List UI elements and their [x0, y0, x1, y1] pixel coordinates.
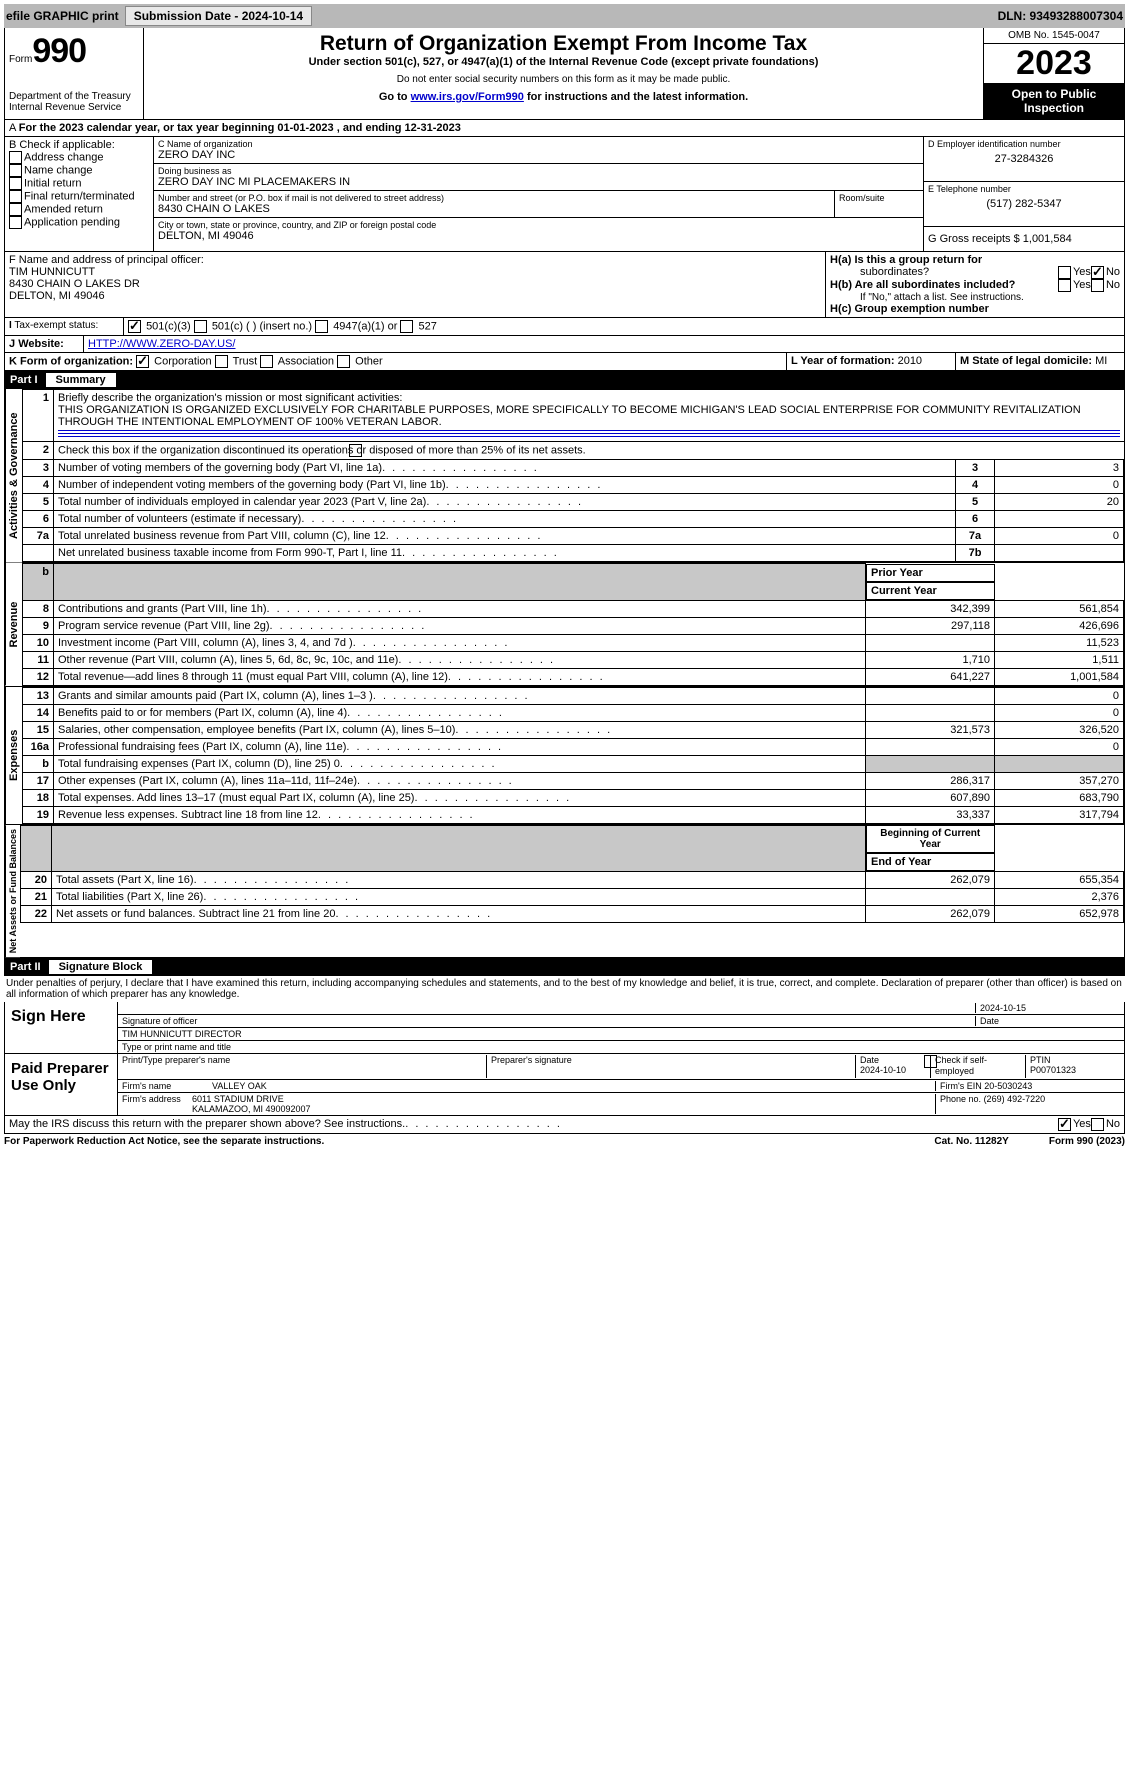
dept-label: Department of the Treasury Internal Reve… [9, 91, 139, 113]
part1-header: Part ISummary [4, 371, 1125, 389]
side-revenue: Revenue [5, 563, 22, 686]
discuss-yes[interactable] [1058, 1118, 1071, 1131]
website-link[interactable]: HTTP://WWW.ZERO-DAY.US/ [88, 338, 235, 350]
submission-date-button[interactable]: Submission Date - 2024-10-14 [125, 6, 312, 26]
part2-header: Part IISignature Block [4, 958, 1125, 976]
check-initial[interactable] [9, 177, 22, 190]
top-bar: efile GRAPHIC print Submission Date - 20… [4, 4, 1125, 28]
check-self-employed[interactable] [924, 1055, 937, 1068]
side-net: Net Assets or Fund Balances [5, 825, 20, 957]
org-name: ZERO DAY INC [158, 149, 919, 161]
check-501c3[interactable] [128, 320, 141, 333]
room-label: Room/suite [839, 193, 919, 203]
check-corp[interactable] [136, 355, 149, 368]
check-address[interactable] [9, 151, 22, 164]
omb-number: OMB No. 1545-0047 [984, 28, 1124, 44]
gross-label: G Gross receipts $ [928, 233, 1020, 245]
form-subtitle: Under section 501(c), 527, or 4947(a)(1)… [148, 56, 979, 68]
page-footer: For Paperwork Reduction Act Notice, see … [4, 1134, 1125, 1149]
ssn-warning: Do not enter social security numbers on … [148, 74, 979, 85]
mission-text: THIS ORGANIZATION IS ORGANIZED EXCLUSIVE… [58, 404, 1081, 428]
section-bcd: B Check if applicable: Address change Na… [4, 137, 1125, 252]
section-klm: K Form of organization: Corporation Trus… [4, 353, 1125, 371]
form-number: 990 [32, 32, 86, 70]
officer-name: TIM HUNNICUTT [9, 266, 821, 278]
check-501c[interactable] [194, 320, 207, 333]
check-amended[interactable] [9, 203, 22, 216]
tel-label: E Telephone number [928, 184, 1120, 194]
check-4947[interactable] [315, 320, 328, 333]
gross-value: 1,001,584 [1023, 233, 1072, 245]
check-discontinued[interactable] [349, 444, 362, 457]
check-b-title: B Check if applicable: [9, 139, 149, 151]
side-expenses: Expenses [5, 687, 22, 824]
instructions-line: Go to www.irs.gov/Form990 for instructio… [148, 91, 979, 103]
form-label: Form [9, 54, 32, 65]
signature-block: Sign Here 2024-10-15 Signature of office… [4, 1002, 1125, 1134]
city-label: City or town, state or province, country… [158, 220, 919, 230]
hb-yes[interactable] [1058, 279, 1071, 292]
street-label: Number and street (or P.O. box if mail i… [158, 193, 830, 203]
officer-label: F Name and address of principal officer: [9, 254, 821, 266]
check-trust[interactable] [215, 355, 228, 368]
dba-value: ZERO DAY INC MI PLACEMAKERS IN [158, 176, 919, 188]
efile-label: efile GRAPHIC print [6, 9, 119, 23]
officer-addr2: DELTON, MI 49046 [9, 290, 821, 302]
discuss-text: May the IRS discuss this return with the… [9, 1118, 1058, 1131]
perjury-text: Under penalties of perjury, I declare th… [4, 976, 1125, 1002]
check-pending[interactable] [9, 216, 22, 229]
street-value: 8430 CHAIN O LAKES [158, 203, 830, 215]
dln-label: DLN: 93493288007304 [998, 9, 1123, 23]
discuss-no[interactable] [1091, 1118, 1104, 1131]
form-header: Form990 Department of the Treasury Inter… [4, 28, 1125, 120]
section-ij: I Tax-exempt status: 501(c)(3) 501(c) ( … [4, 318, 1125, 336]
hb-no[interactable] [1091, 279, 1104, 292]
check-other[interactable] [337, 355, 350, 368]
officer-addr1: 8430 CHAIN O LAKES DR [9, 278, 821, 290]
check-final[interactable] [9, 190, 22, 203]
section-fh: F Name and address of principal officer:… [4, 252, 1125, 318]
city-value: DELTON, MI 49046 [158, 230, 919, 242]
ha-no[interactable] [1091, 266, 1104, 279]
tax-year: 2023 [984, 44, 1124, 83]
ha-yes[interactable] [1058, 266, 1071, 279]
check-name[interactable] [9, 164, 22, 177]
tel-value: (517) 282-5347 [928, 198, 1120, 210]
dba-label: Doing business as [158, 166, 919, 176]
check-assoc[interactable] [260, 355, 273, 368]
org-name-label: C Name of organization [158, 139, 919, 149]
ein-label: D Employer identification number [928, 139, 1120, 149]
check-527[interactable] [400, 320, 413, 333]
period-line: A For the 2023 calendar year, or tax yea… [5, 120, 1124, 136]
mission-label: Briefly describe the organization's miss… [58, 392, 402, 404]
side-activities: Activities & Governance [5, 389, 22, 562]
ein-value: 27-3284326 [928, 153, 1120, 165]
sign-here-label: Sign Here [5, 1002, 118, 1053]
irs-link[interactable]: www.irs.gov/Form990 [411, 91, 524, 103]
form-title: Return of Organization Exempt From Incom… [148, 32, 979, 56]
public-inspection: Open to Public Inspection [984, 83, 1124, 119]
paid-preparer-label: Paid Preparer Use Only [5, 1054, 118, 1115]
